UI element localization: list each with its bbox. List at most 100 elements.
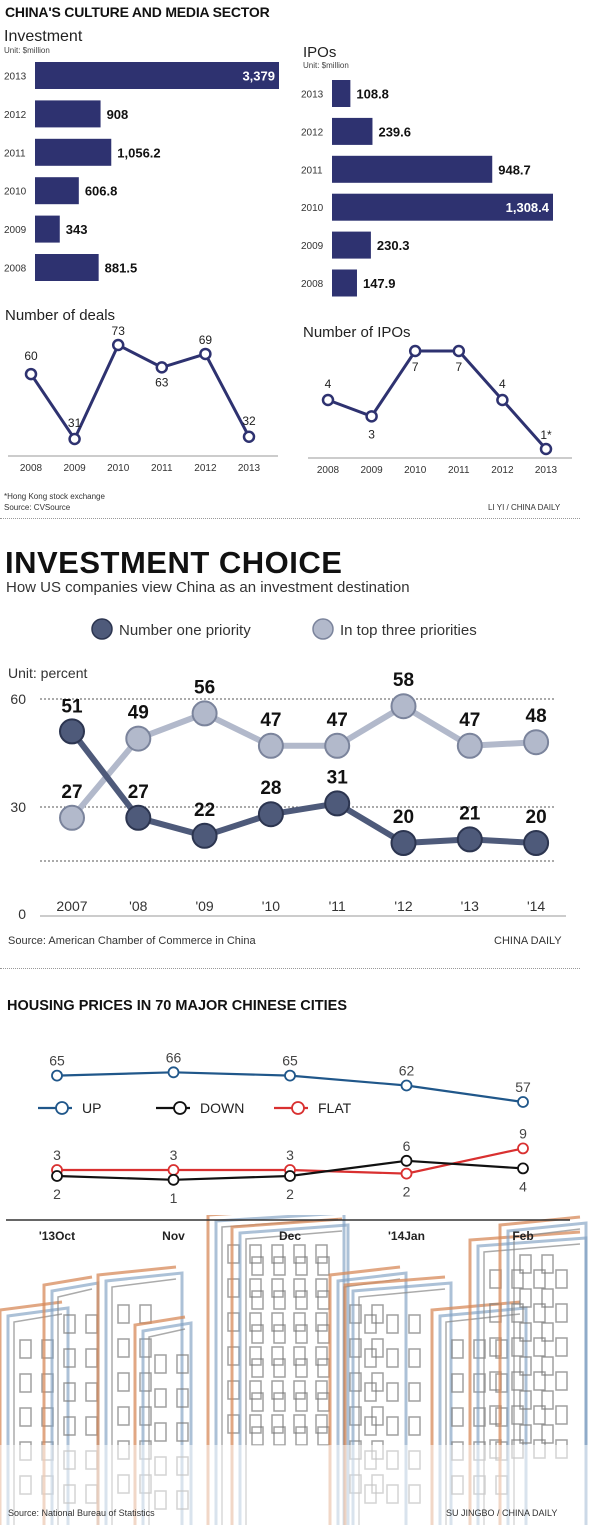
window bbox=[176, 1354, 189, 1374]
up-value-label: 62 bbox=[399, 1063, 415, 1079]
value-label: 147.9 bbox=[363, 276, 396, 291]
building-outline-blue bbox=[336, 1271, 408, 1525]
investment-choice-chart: Number one priority In top three prioriti… bbox=[8, 618, 566, 922]
window bbox=[451, 1373, 464, 1393]
data-point bbox=[400, 1079, 413, 1092]
window bbox=[408, 1416, 421, 1436]
down-value-label: 2 bbox=[286, 1186, 294, 1202]
data-label: 47 bbox=[459, 710, 480, 731]
data-point bbox=[68, 432, 81, 446]
window bbox=[555, 1337, 568, 1357]
building-outline-orange bbox=[0, 1300, 63, 1525]
window bbox=[293, 1380, 306, 1400]
data-point bbox=[456, 732, 483, 759]
data-point bbox=[365, 410, 378, 423]
data-label: 56 bbox=[194, 677, 215, 698]
data-point bbox=[51, 1069, 63, 1082]
legend-marker-number-one bbox=[91, 618, 113, 640]
data-label: 47 bbox=[327, 710, 348, 731]
data-label: 48 bbox=[526, 706, 547, 727]
ipo-count-line-chart: Number of IPOs 4 2008 3 2009 7 2010 7 2011 4 2012 1… bbox=[303, 324, 572, 476]
window bbox=[249, 1244, 262, 1264]
window bbox=[541, 1424, 554, 1444]
window bbox=[249, 1278, 262, 1298]
value-label: 239.6 bbox=[378, 124, 411, 139]
data-label: 27 bbox=[128, 782, 149, 803]
data-point bbox=[517, 1096, 529, 1108]
credit-china-daily: CHINA DAILY bbox=[494, 935, 562, 947]
bar bbox=[35, 177, 79, 205]
window bbox=[408, 1314, 421, 1334]
window bbox=[295, 1290, 308, 1310]
window bbox=[511, 1337, 524, 1357]
window bbox=[271, 1414, 284, 1434]
window bbox=[541, 1356, 554, 1376]
up-value-label: 66 bbox=[166, 1049, 182, 1065]
legend-label: FLAT bbox=[318, 1100, 352, 1116]
investment-choice-title: INVESTMENT CHOICE bbox=[5, 545, 343, 580]
divider bbox=[0, 968, 580, 969]
y-tick-label: 60 bbox=[10, 691, 26, 707]
window bbox=[519, 1254, 532, 1274]
window bbox=[364, 1348, 377, 1368]
data-label: 7 bbox=[412, 360, 419, 374]
window bbox=[451, 1407, 464, 1427]
x-tick-label: 2012 bbox=[194, 463, 217, 474]
data-label: 20 bbox=[393, 807, 414, 828]
bar bbox=[332, 80, 351, 107]
window bbox=[117, 1372, 130, 1392]
data-point bbox=[452, 344, 466, 358]
credit-li-yi: LI YI / CHINA DAILY bbox=[488, 503, 561, 512]
building-outline-orange bbox=[468, 1230, 581, 1525]
value-label: 948.7 bbox=[498, 162, 531, 177]
bar bbox=[332, 231, 371, 259]
data-label: 69 bbox=[199, 333, 213, 347]
window bbox=[249, 1312, 262, 1332]
window bbox=[251, 1290, 264, 1310]
window bbox=[85, 1314, 98, 1334]
window bbox=[315, 1380, 328, 1400]
data-point bbox=[24, 367, 38, 381]
window bbox=[273, 1290, 286, 1310]
window bbox=[519, 1424, 532, 1444]
data-point bbox=[257, 801, 284, 828]
x-tick-label: '13Oct bbox=[39, 1229, 75, 1243]
window bbox=[271, 1380, 284, 1400]
x-tick-label: 2010 bbox=[107, 463, 130, 474]
flat-value-label: 3 bbox=[53, 1147, 61, 1163]
data-label: 60 bbox=[24, 349, 38, 363]
y-tick-label: 0 bbox=[18, 906, 26, 922]
bar bbox=[35, 254, 99, 281]
building-outline-blue bbox=[438, 1306, 528, 1525]
data-label: 7 bbox=[455, 360, 462, 374]
window bbox=[349, 1372, 362, 1392]
window bbox=[371, 1406, 384, 1426]
unit-label: Unit: percent bbox=[8, 665, 87, 681]
building-outline-orange bbox=[230, 1217, 343, 1525]
window bbox=[176, 1422, 189, 1442]
chart-title: Number of IPOs bbox=[303, 324, 411, 341]
window bbox=[249, 1346, 262, 1366]
year-label: 2013 bbox=[301, 90, 324, 101]
window bbox=[408, 1382, 421, 1402]
window bbox=[295, 1256, 308, 1276]
building-outline-blue bbox=[351, 1281, 453, 1525]
data-point bbox=[408, 344, 422, 358]
data-label: 27 bbox=[61, 782, 82, 803]
window bbox=[371, 1338, 384, 1358]
data-label: 1* bbox=[540, 428, 552, 442]
window bbox=[19, 1407, 32, 1427]
data-point bbox=[390, 830, 417, 856]
investment-choice-subtitle: How US companies view China as an invest… bbox=[6, 579, 410, 596]
x-tick-label: Nov bbox=[162, 1229, 185, 1243]
window bbox=[176, 1388, 189, 1408]
window bbox=[273, 1392, 286, 1412]
building-outline-orange bbox=[328, 1265, 401, 1525]
footnote: *Hong Kong stock exchange bbox=[4, 492, 105, 501]
value-label: 230.3 bbox=[377, 238, 410, 253]
data-point bbox=[496, 393, 509, 407]
window bbox=[273, 1358, 286, 1378]
window bbox=[511, 1405, 524, 1425]
building-outline-blue bbox=[506, 1221, 588, 1525]
window bbox=[533, 1269, 546, 1289]
